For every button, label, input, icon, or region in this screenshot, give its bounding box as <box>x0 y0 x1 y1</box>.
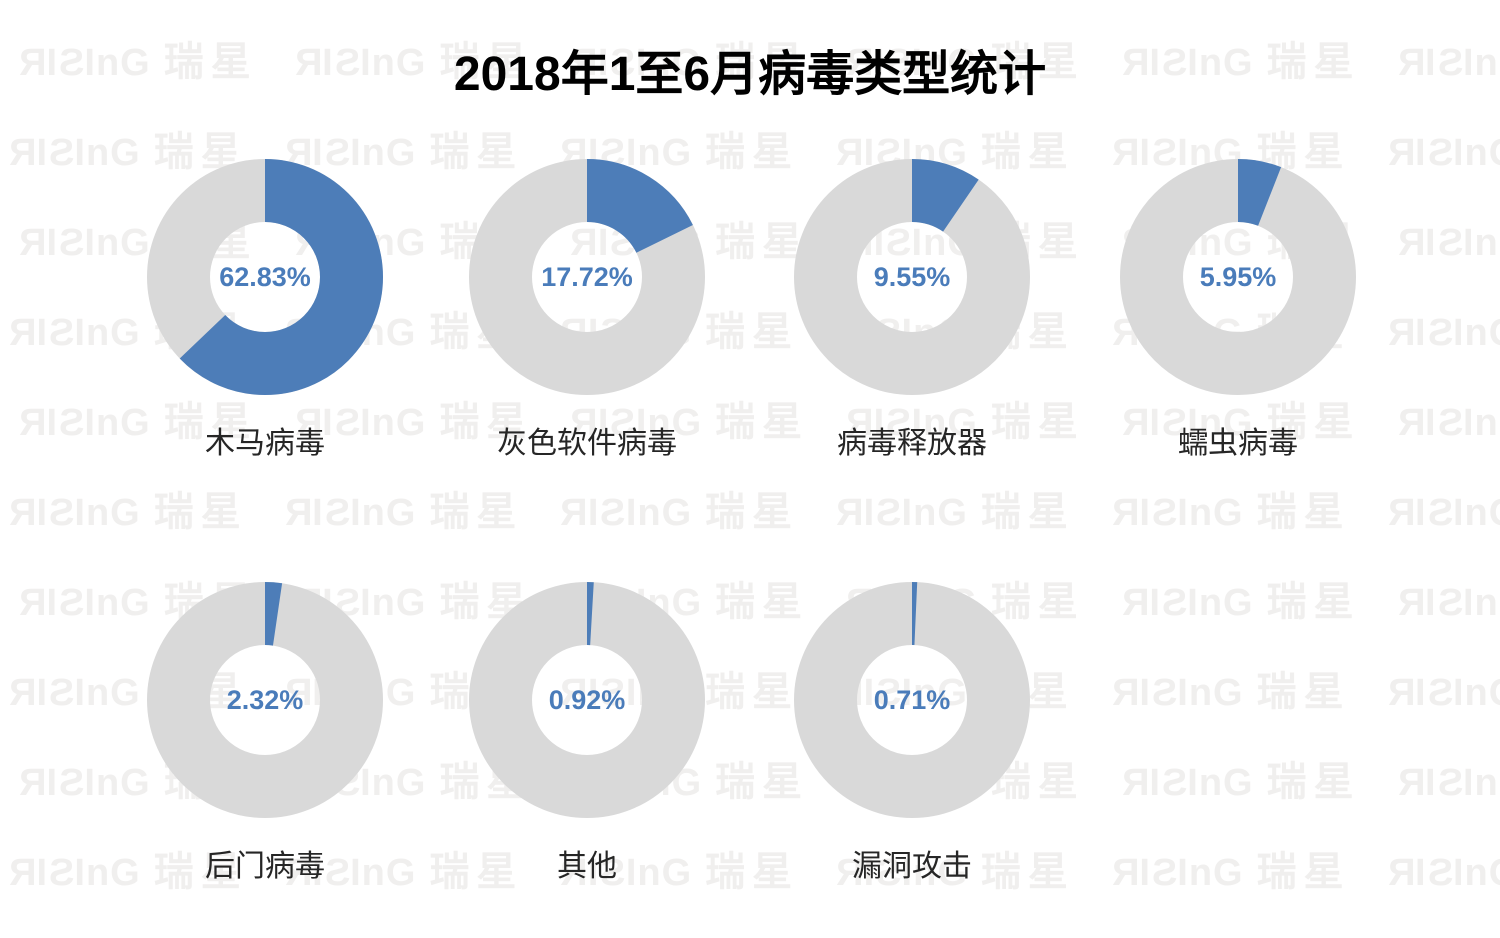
ring-value-slice <box>1120 159 1356 395</box>
donut-ring <box>469 582 705 818</box>
ring-value-slice <box>469 159 705 395</box>
donut-category-label: 病毒释放器 <box>837 427 987 460</box>
ring-value-slice <box>147 582 383 818</box>
donut-ring-wrap: 5.95% <box>1118 157 1358 397</box>
donut-chart-3: 9.55% 病毒释放器 <box>792 157 1032 462</box>
donut-chart-5: 2.32% 后门病毒 <box>145 580 385 885</box>
donut-ring-wrap: 9.55% <box>792 157 1032 397</box>
donut-ring-wrap: 0.92% <box>467 580 707 820</box>
donut-ring <box>794 582 1030 818</box>
donut-ring-wrap: 62.83% <box>145 157 385 397</box>
donut-ring-wrap: 2.32% <box>145 580 385 820</box>
donut-value-label: 0.92% <box>548 684 626 715</box>
donut-ring <box>469 159 705 395</box>
donut-value-label: 9.55% <box>873 261 951 292</box>
donut-category-label: 木马病毒 <box>205 427 325 460</box>
donut-ring-wrap: 17.72% <box>467 157 707 397</box>
ring-value-slice <box>794 159 1030 395</box>
donut-chart-1: 62.83% 木马病毒 <box>145 157 385 462</box>
donut-chart-4: 5.95% 蠕虫病毒 <box>1118 157 1358 462</box>
donut-ring <box>1120 159 1356 395</box>
donut-chart-7: 0.71% 漏洞攻击 <box>792 580 1032 885</box>
donut-category-label: 灰色软件病毒 <box>497 427 677 460</box>
donut-ring <box>147 159 383 395</box>
donut-value-label: 17.72% <box>541 261 633 292</box>
donut-chart-6: 0.92% 其他 <box>467 580 707 885</box>
chart-title: 2018年1至6月病毒类型统计 <box>453 48 1047 101</box>
donut-ring <box>794 159 1030 395</box>
donut-category-label: 后门病毒 <box>205 850 325 883</box>
donut-value-label: 62.83% <box>219 261 311 292</box>
ring-value-slice <box>469 582 705 818</box>
donut-category-label: 其他 <box>557 850 617 883</box>
ring-value-slice <box>794 582 1030 818</box>
donut-category-label: 蠕虫病毒 <box>1178 427 1298 460</box>
donut-chart-2: 17.72% 灰色软件病毒 <box>467 157 707 462</box>
donut-value-label: 5.95% <box>1199 261 1277 292</box>
ring-value-slice <box>147 159 383 395</box>
donut-value-label: 2.32% <box>226 684 304 715</box>
donut-category-label: 漏洞攻击 <box>852 850 972 883</box>
donut-ring <box>147 582 383 818</box>
donut-ring-wrap: 0.71% <box>792 580 1032 820</box>
donut-value-label: 0.71% <box>873 684 951 715</box>
